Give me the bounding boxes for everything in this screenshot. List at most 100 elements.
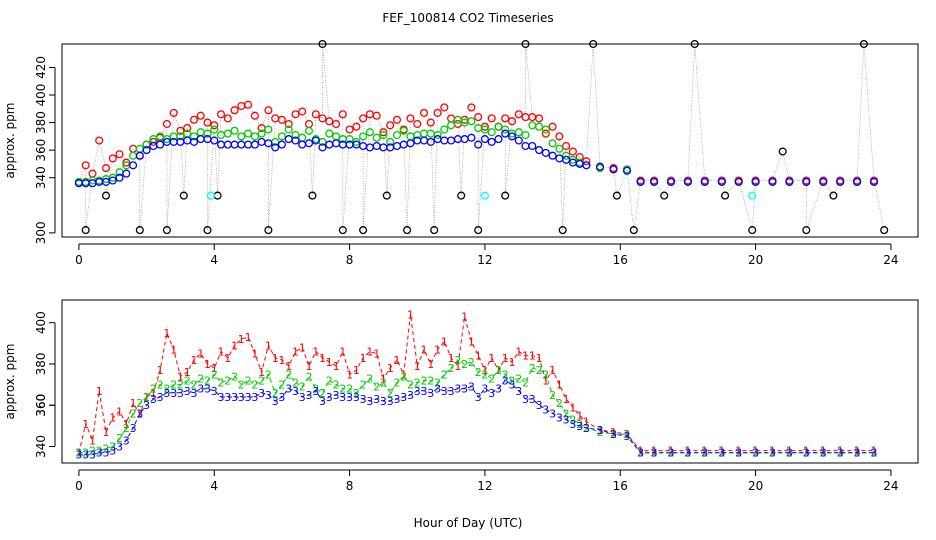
bottom-point-marker-red: 1 [326, 356, 333, 369]
bottom-point-marker-blue: 3 [786, 447, 793, 460]
bottom-point-marker-red: 1 [312, 346, 319, 359]
bottom-point-marker-blue: 3 [96, 447, 103, 460]
top-point-red [372, 111, 381, 120]
top-point-green [129, 151, 138, 160]
top-point-black [612, 191, 621, 200]
bottom-point-marker-red: 1 [224, 352, 231, 365]
top-point-red [426, 118, 435, 127]
bottom-point-marker-green: 2 [89, 445, 96, 458]
bottom-point-marker-red: 1 [89, 434, 96, 447]
top-point-red [568, 147, 577, 156]
bottom-x-tick-label: 12 [477, 479, 492, 493]
top-point-black [880, 226, 889, 235]
bottom-point-marker-blue: 3 [184, 385, 191, 398]
top-point-blue [284, 135, 293, 144]
bottom-point-marker-green: 2 [529, 362, 536, 375]
top-point-red [183, 124, 192, 133]
bottom-point-marker-green: 2 [380, 377, 387, 390]
bottom-point-marker-green: 2 [278, 379, 285, 392]
bottom-point-marker-blue: 3 [319, 395, 326, 408]
top-point-green [325, 129, 334, 138]
bottom-point-marker-green: 2 [718, 447, 725, 460]
top-point-red [210, 121, 219, 130]
top-point-blue [548, 151, 557, 160]
bottom-point-marker-green: 2 [576, 418, 583, 431]
top-point-red [359, 114, 368, 123]
bottom-point-marker-green: 2 [197, 372, 204, 385]
top-point-green [284, 125, 293, 134]
top-point-black [203, 226, 212, 235]
bottom-point-marker-blue: 3 [380, 395, 387, 408]
bottom-point-marker-red: 1 [414, 360, 421, 373]
top-point-red [467, 103, 476, 112]
bottom-point-marker-green: 2 [319, 387, 326, 400]
top-point-green [189, 132, 199, 141]
top-point-black [660, 191, 669, 200]
top-point-blue [582, 161, 591, 170]
top-point-blue [480, 135, 489, 144]
bottom-point-marker-blue: 3 [299, 391, 306, 404]
bottom-point-marker-red: 1 [157, 364, 164, 377]
top-point-blue [555, 154, 564, 163]
bottom-y-tick-label: 400 [34, 311, 48, 334]
top-point-black [135, 226, 144, 235]
bottom-point-marker-blue: 3 [820, 447, 827, 460]
bottom-point-marker-blue: 3 [610, 428, 617, 441]
bottom-point-marker-green: 2 [245, 375, 252, 388]
bottom-point-marker-green: 2 [326, 375, 333, 388]
top-point-blue [562, 155, 571, 164]
bottom-point-marker-green: 2 [569, 414, 576, 427]
bottom-point-marker-blue: 3 [468, 381, 475, 394]
bottom-point-marker-blue: 3 [278, 391, 285, 404]
bottom-point-marker-blue: 3 [529, 393, 536, 406]
bottom-point-marker-red: 1 [509, 356, 516, 369]
bottom-point-marker-green: 2 [75, 447, 82, 460]
top-point-red [487, 114, 496, 123]
top-point-blue [453, 135, 462, 144]
top-point-blue [189, 137, 199, 146]
bottom-point-marker-red: 1 [610, 426, 617, 439]
top-x-tick-label: 4 [210, 253, 218, 267]
bottom-x-tick-label: 8 [346, 479, 354, 493]
top-point-black [101, 191, 111, 200]
top-x-tick-label: 24 [883, 253, 898, 267]
bottom-point-marker-red: 1 [366, 346, 373, 359]
bottom-point-marker-red: 1 [502, 352, 509, 365]
top-point-cyan [206, 191, 215, 200]
bottom-point-marker-red: 1 [204, 358, 211, 371]
bottom-point-marker-green: 2 [136, 397, 143, 410]
top-point-blue [264, 139, 273, 148]
top-point-black [264, 226, 273, 235]
top-point-red [298, 107, 307, 116]
bottom-point-marker-green: 2 [184, 375, 191, 388]
bottom-point-marker-red: 1 [116, 405, 123, 418]
bottom-point-marker-green: 2 [475, 366, 482, 379]
bottom-point-marker-blue: 3 [82, 449, 89, 462]
bottom-point-marker-blue: 3 [360, 393, 367, 406]
bottom-point-marker-green: 2 [400, 370, 407, 383]
bottom-point-marker-green: 2 [251, 379, 258, 392]
bottom-point-marker-blue: 3 [157, 391, 164, 404]
top-point-blue [650, 177, 659, 186]
top-x-tick-label: 12 [477, 253, 492, 267]
top-point-green [386, 137, 395, 146]
bottom-point-marker-blue: 3 [803, 447, 810, 460]
bottom-point-marker-red: 1 [360, 352, 367, 365]
bottom-point-marker-red: 1 [373, 348, 380, 361]
top-point-blue [507, 132, 517, 141]
top-point-green [487, 128, 496, 137]
bottom-point-marker-green: 2 [170, 379, 177, 392]
top-point-red [379, 128, 388, 137]
bottom-point-marker-red: 1 [400, 368, 407, 381]
top-point-blue [122, 169, 131, 178]
bottom-series-line-blue [78, 379, 874, 456]
top-point-red [88, 169, 97, 178]
bottom-point-marker-red: 1 [786, 445, 793, 458]
bottom-point-marker-blue: 3 [116, 441, 123, 454]
bottom-point-marker-blue: 3 [339, 391, 346, 404]
bottom-point-marker-blue: 3 [306, 389, 313, 402]
bottom-point-marker-blue: 3 [515, 385, 522, 398]
top-point-blue [819, 177, 828, 186]
top-point-black [859, 39, 868, 49]
bottom-point-marker-blue: 3 [394, 393, 401, 406]
